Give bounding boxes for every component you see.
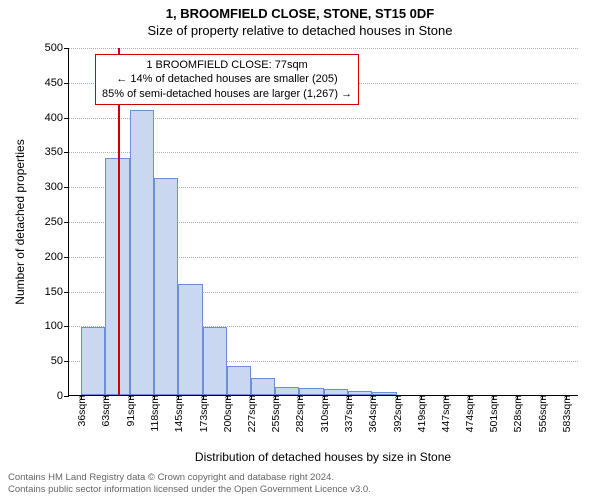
histogram-bar <box>203 327 227 395</box>
ytick-mark <box>64 396 69 397</box>
xtick-label: 63sqm <box>98 395 112 427</box>
xtick-label: 364sqm <box>365 395 379 432</box>
xtick-label: 447sqm <box>438 395 452 432</box>
ytick-label: 500 <box>45 42 63 54</box>
xtick-label: 392sqm <box>390 395 404 432</box>
xtick-label: 583sqm <box>559 395 573 432</box>
ytick-label: 50 <box>51 355 63 367</box>
annotation-line: 85% of semi-detached houses are larger (… <box>102 87 352 101</box>
histogram-bar <box>227 366 251 395</box>
ytick-mark <box>64 257 69 258</box>
ytick-label: 0 <box>57 390 63 402</box>
ytick-label: 400 <box>45 112 63 124</box>
ytick-mark <box>64 118 69 119</box>
ytick-label: 100 <box>45 320 63 332</box>
xtick-label: 118sqm <box>147 395 161 432</box>
footer-attribution: Contains HM Land Registry data © Crown c… <box>8 472 371 496</box>
xtick-label: 310sqm <box>317 395 331 432</box>
ytick-mark <box>64 48 69 49</box>
xtick-label: 528sqm <box>510 395 524 432</box>
title-line-1: 1, BROOMFIELD CLOSE, STONE, ST15 0DF <box>0 0 600 21</box>
histogram-bar <box>81 327 105 395</box>
y-axis-label: Number of detached properties <box>13 139 27 304</box>
xtick-label: 173sqm <box>196 395 210 432</box>
annotation-line: 1 BROOMFIELD CLOSE: 77sqm <box>102 58 352 72</box>
ytick-label: 200 <box>45 251 63 263</box>
footer-line-1: Contains HM Land Registry data © Crown c… <box>8 472 371 484</box>
ytick-mark <box>64 83 69 84</box>
ytick-mark <box>64 187 69 188</box>
ytick-mark <box>64 292 69 293</box>
xtick-label: 282sqm <box>292 395 306 432</box>
annotation-box: 1 BROOMFIELD CLOSE: 77sqm← 14% of detach… <box>95 54 359 105</box>
ytick-mark <box>64 152 69 153</box>
histogram-bar <box>130 110 154 395</box>
xtick-label: 337sqm <box>341 395 355 432</box>
histogram-bar <box>178 284 203 395</box>
ytick-label: 300 <box>45 181 63 193</box>
histogram-bar <box>251 378 276 395</box>
ytick-label: 250 <box>45 216 63 228</box>
xtick-label: 474sqm <box>462 395 476 432</box>
ytick-mark <box>64 326 69 327</box>
histogram-bar <box>154 178 178 395</box>
histogram-bar <box>275 387 299 395</box>
xtick-label: 227sqm <box>244 395 258 432</box>
x-axis-label: Distribution of detached houses by size … <box>195 450 451 464</box>
xtick-label: 419sqm <box>414 395 428 432</box>
xtick-label: 255sqm <box>268 395 282 432</box>
ytick-label: 350 <box>45 146 63 158</box>
histogram-bar <box>299 388 324 395</box>
xtick-label: 556sqm <box>535 395 549 432</box>
xtick-label: 145sqm <box>171 395 185 432</box>
ytick-mark <box>64 222 69 223</box>
xtick-label: 36sqm <box>74 395 88 427</box>
xtick-label: 200sqm <box>220 395 234 432</box>
ytick-label: 450 <box>45 77 63 89</box>
xtick-label: 91sqm <box>123 395 137 427</box>
title-line-2: Size of property relative to detached ho… <box>0 23 600 38</box>
ytick-mark <box>64 361 69 362</box>
annotation-line: ← 14% of detached houses are smaller (20… <box>102 72 352 86</box>
xtick-label: 501sqm <box>486 395 500 432</box>
footer-line-2: Contains public sector information licen… <box>8 484 371 496</box>
ytick-label: 150 <box>45 286 63 298</box>
gridline-h <box>69 48 578 49</box>
